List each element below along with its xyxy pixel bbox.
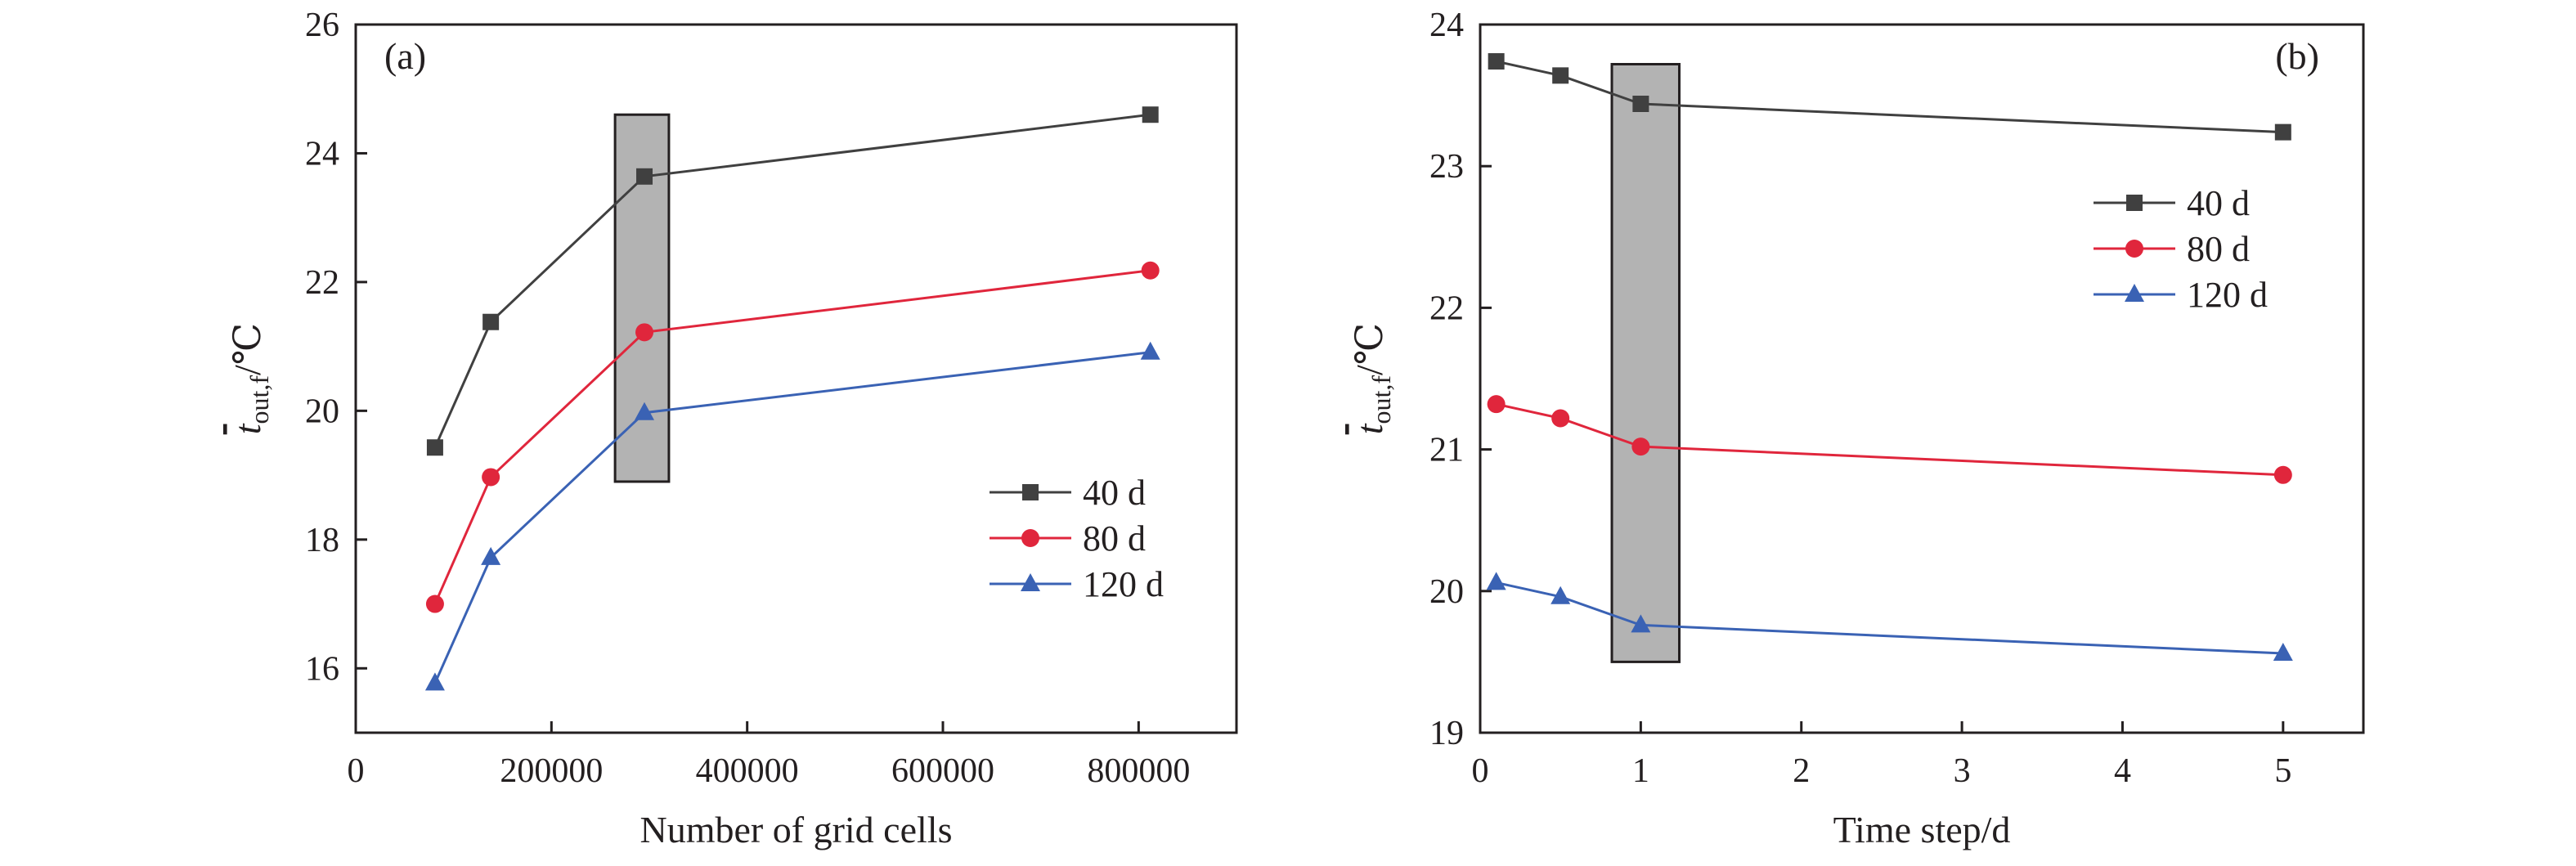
- data-point: [1140, 341, 1160, 360]
- series-40-d: [1488, 53, 2291, 141]
- legend-entry: 40 d: [990, 473, 1146, 513]
- x-tick-label: 200000: [500, 752, 603, 790]
- series-120-d: [424, 341, 1160, 691]
- legend-label: 120 d: [1083, 564, 1164, 604]
- y-tick-label: 21: [1429, 432, 1464, 469]
- data-point: [1631, 614, 1651, 633]
- data-point: [2273, 643, 2293, 662]
- data-point: [481, 546, 501, 565]
- highlight-box: [1610, 62, 1681, 663]
- legend-marker: [2125, 240, 2143, 258]
- legend-marker: [2126, 195, 2143, 211]
- y-tick-label: 24: [1429, 7, 1464, 44]
- x-tick-label: 400000: [696, 752, 799, 790]
- y-tick-label: 20: [1429, 573, 1464, 611]
- y-tick-label: 20: [305, 393, 339, 430]
- legend-label: 40 d: [1083, 473, 1146, 513]
- y-axis-subscript: out,f: [245, 375, 274, 424]
- data-point: [2274, 123, 2291, 141]
- data-point: [1551, 586, 1571, 604]
- legend-marker: [1021, 529, 1039, 547]
- x-tick-label: 2: [1793, 752, 1810, 790]
- y-tick-label: 18: [305, 522, 339, 559]
- y-axis-symbol: t: [1349, 423, 1390, 434]
- data-point: [426, 439, 443, 456]
- plot-frame: [1479, 23, 2365, 734]
- chart-panel-a: 0 200000 400000 600000 800000 16 18 20 22 24 26 Num…: [227, 7, 1238, 850]
- series-line: [433, 113, 1151, 448]
- data-point: [425, 595, 444, 613]
- data-point: [424, 672, 445, 691]
- y-tick-label: 23: [1429, 148, 1464, 186]
- x-tick-label: 0: [348, 752, 365, 790]
- series-line: [1496, 60, 2283, 134]
- series-line: [433, 351, 1151, 684]
- data-point: [2273, 465, 2292, 484]
- data-point: [635, 402, 655, 420]
- y-axis-label: tout,f/℃: [1349, 323, 1396, 435]
- legend-marker: [1021, 573, 1040, 591]
- y-tick-label: 22: [1429, 289, 1464, 327]
- y-tick-label: 22: [305, 264, 339, 302]
- panel-label: (b): [2275, 35, 2319, 77]
- data-point: [1632, 95, 1649, 112]
- x-tick-label: 800000: [1087, 752, 1190, 790]
- legend-entry: 120 d: [990, 564, 1164, 604]
- legend-marker: [1022, 484, 1039, 500]
- x-tick-label: 600000: [891, 752, 994, 790]
- y-tick-label: 26: [305, 7, 339, 44]
- legend-entry: 80 d: [990, 518, 1146, 559]
- y-axis-label: tout,f/℃: [227, 323, 274, 435]
- y-tick-label: 19: [1429, 715, 1464, 752]
- data-point: [1486, 572, 1506, 590]
- y-tick-label: 16: [305, 650, 339, 688]
- legend-label: 80 d: [1083, 518, 1146, 559]
- legend-label: 40 d: [2187, 183, 2250, 223]
- panel-label: (a): [384, 35, 426, 77]
- data-point: [1552, 67, 1569, 84]
- data-point: [1551, 409, 1570, 428]
- data-point: [635, 323, 654, 342]
- x-tick-label: 1: [1632, 752, 1649, 790]
- legend-entry: 80 d: [2094, 229, 2250, 269]
- series-line: [433, 269, 1151, 605]
- data-point: [1631, 437, 1650, 456]
- legend-label: 120 d: [2187, 275, 2268, 315]
- x-axis-label: Number of grid cells: [640, 809, 953, 850]
- x-tick-label: 3: [1954, 752, 1971, 790]
- data-point: [1141, 261, 1160, 280]
- y-axis-symbol: t: [227, 423, 268, 434]
- y-axis-subscript: out,f: [1367, 375, 1396, 424]
- series-80-d: [425, 261, 1160, 613]
- x-tick-label: 5: [2274, 752, 2291, 790]
- x-tick-label: 4: [2114, 752, 2131, 790]
- data-point: [482, 468, 500, 487]
- y-axis-unit: /℃: [227, 323, 268, 375]
- data-point: [1488, 53, 1505, 70]
- series-line: [1496, 581, 2283, 655]
- series-40-d: [426, 106, 1159, 456]
- series-120-d: [1486, 572, 2293, 662]
- legend-marker: [2125, 284, 2144, 302]
- data-point: [1487, 395, 1506, 414]
- data-point: [482, 313, 500, 330]
- data-point: [636, 168, 653, 185]
- legend-entry: 120 d: [2094, 275, 2268, 315]
- legend-entry: 40 d: [2094, 183, 2250, 223]
- plot-frame: [354, 23, 1238, 734]
- x-axis-label: Time step/d: [1833, 809, 2011, 850]
- y-axis-unit: /℃: [1349, 323, 1390, 375]
- x-tick-label: 0: [1472, 752, 1489, 790]
- y-tick-label: 24: [305, 135, 339, 173]
- data-point: [1142, 106, 1159, 123]
- legend-label: 80 d: [2187, 229, 2250, 269]
- series-line: [1496, 402, 2283, 477]
- series-80-d: [1487, 395, 2292, 484]
